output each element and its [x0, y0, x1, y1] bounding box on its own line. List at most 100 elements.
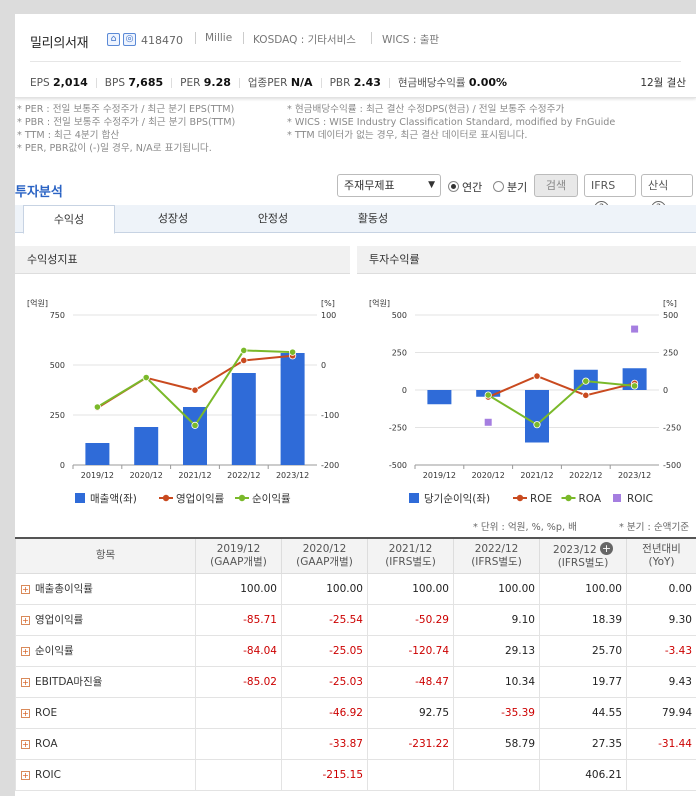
expand-plus-icon[interactable]: + — [21, 770, 30, 780]
stat-value: 0.00% — [468, 76, 508, 89]
row-label: 영업이익률 — [35, 614, 84, 626]
note: * WICS : WISE Industry Classification St… — [287, 117, 616, 128]
tab-stability[interactable]: 안정성 — [257, 212, 289, 225]
value-cell: 100.00 — [281, 572, 368, 605]
row-label-cell[interactable]: + ROE — [15, 696, 196, 729]
y-tick-left: -250 — [389, 424, 407, 433]
value-cell: -46.92 — [281, 696, 368, 729]
expand-plus-icon[interactable]: + — [21, 616, 30, 625]
tab-growth[interactable]: 성장성 — [157, 212, 189, 225]
legend-label: ROIC — [627, 493, 653, 505]
formula-label: 산식 — [648, 179, 669, 192]
value-cell: -25.54 — [281, 603, 368, 636]
radio-annual[interactable]: 연간 — [448, 179, 482, 195]
expand-plus-icon[interactable]: + — [599, 541, 613, 555]
x-tick-label: 2021/12 — [178, 471, 211, 480]
header-basis: (GAAP개별) — [210, 555, 267, 568]
value-cell: 9.10 — [453, 603, 540, 636]
formula-help-button[interactable]: 산식? — [641, 174, 693, 216]
info-icon[interactable]: ◎ — [123, 33, 136, 46]
stat-label: 현금배당수익률 — [397, 77, 466, 89]
value-cell — [195, 727, 282, 760]
statement-select[interactable]: 주재무제표 ▼ — [337, 174, 441, 197]
y-tick-left: 0 — [60, 461, 65, 470]
value-cell: -25.05 — [281, 634, 368, 667]
tab-profitability[interactable]: 수익성 — [23, 205, 115, 234]
expand-plus-icon[interactable]: + — [21, 585, 30, 594]
y-tick-right: -200 — [321, 461, 339, 470]
ratio-table: 항목 2019/12 (GAAP개별) 2020/12 (GAAP개별) 2021/… — [15, 537, 696, 791]
search-button[interactable]: 검색 — [534, 174, 578, 197]
bar — [183, 407, 207, 465]
stat-label: PBR — [329, 77, 351, 89]
value-cell: 100.00 — [367, 572, 454, 605]
data-point — [191, 386, 199, 394]
value-cell: 0.00 — [626, 572, 696, 605]
legend-swatch — [75, 493, 85, 503]
series-line — [487, 380, 635, 426]
value-cell: -85.71 — [195, 603, 282, 636]
y-axis-unit-left: [억원] — [27, 298, 48, 308]
expand-plus-icon[interactable]: + — [21, 739, 30, 749]
header-period: 2022/12 — [474, 542, 519, 555]
row-label-cell[interactable]: + 순이익률 — [15, 634, 196, 667]
value-cell: 9.30 — [626, 603, 696, 636]
column-header: 전년대비 (YoY) — [626, 537, 696, 574]
expand-plus-icon[interactable]: + — [21, 678, 30, 687]
row-label-cell[interactable]: + 매출총이익률 — [15, 572, 196, 605]
data-point — [240, 356, 248, 365]
unit-note: * 단위 : 억원, %, %p, 배 — [473, 522, 577, 533]
eng-name: Millie — [205, 32, 233, 44]
legend-marker — [565, 494, 572, 502]
row-label-cell[interactable]: + EBITDA마진율 — [15, 665, 196, 698]
row-label-cell[interactable]: + 영업이익률 — [15, 603, 196, 636]
x-tick-label: 2020/12 — [130, 471, 163, 480]
tab-bar: 수익성 성장성 안정성 활동성 — [15, 205, 696, 234]
value-cell: 100.00 — [453, 572, 540, 605]
legend-label: ROA — [579, 493, 602, 505]
expand-plus-icon[interactable]: + — [21, 647, 30, 656]
value-cell: -3.43 — [626, 634, 696, 667]
legend-label: 영업이익률 — [176, 492, 225, 505]
value-cell: -35.39 — [453, 696, 540, 729]
column-header: 2023/12 + (IFRS별도) — [539, 537, 627, 574]
tab-activity[interactable]: 활동성 — [357, 212, 389, 225]
row-label-cell[interactable]: + ROIC — [15, 758, 196, 791]
stat-label: 업종PER — [247, 77, 288, 89]
value-cell — [195, 696, 282, 729]
value-cell: 19.77 — [539, 665, 627, 698]
radio-label: 분기 — [507, 181, 528, 194]
column-header: 2020/12 (GAAP개별) — [281, 537, 368, 574]
ifrs-help-button[interactable]: IFRS? — [584, 174, 636, 216]
note: * PBR : 전일 보통주 수정주가 / 최근 분기 BPS(TTM) — [17, 117, 236, 128]
radio-quarter[interactable]: 분기 — [493, 179, 527, 195]
row-label-cell[interactable]: + ROA — [15, 727, 196, 760]
legend-label: 순이익률 — [252, 493, 291, 505]
value-cell — [367, 758, 454, 791]
value-cell: 25.70 — [539, 634, 627, 667]
note: * TTM : 최근 4분기 합산 — [17, 130, 120, 141]
expand-plus-icon[interactable]: + — [21, 708, 30, 718]
note: * PER, PBR값이 (-)일 경우, N/A로 표기됩니다. — [17, 143, 212, 154]
header-divider — [30, 61, 681, 62]
radio-label: 연간 — [462, 181, 483, 194]
y-tick-right: -100 — [321, 411, 339, 420]
wics-label: WICS : 출판 — [382, 34, 440, 46]
home-icon[interactable]: ⌂ — [107, 33, 120, 46]
fiscal-close: 12월 결산 — [640, 77, 686, 89]
return-chart: [억원] [%] -500 -250 0 250 500 -500 -250 0 250 500 201… — [369, 298, 681, 505]
table-row: + ROA -33.87 -231.22 58.79 27.35 -31.44 — [15, 727, 696, 760]
bar — [85, 443, 110, 465]
header-basis: (GAAP개별) — [296, 555, 353, 568]
y-tick-right: 500 — [663, 311, 678, 320]
stat-label: BPS — [104, 77, 125, 89]
value-cell: 92.75 — [367, 696, 454, 729]
value-cell: -85.02 — [195, 665, 282, 698]
ifrs-label: IFRS — [591, 179, 616, 192]
quarter-note: * 분기 : 순액기준 — [619, 522, 690, 533]
value-cell: 100.00 — [195, 572, 282, 605]
y-tick-right: 250 — [663, 349, 678, 358]
y-tick-left: 500 — [50, 361, 65, 370]
y-axis-unit-left: [억원] — [369, 298, 390, 308]
table-body: + 매출총이익률 100.00 100.00 100.00 100.00 100.00 0.0… — [15, 572, 696, 791]
